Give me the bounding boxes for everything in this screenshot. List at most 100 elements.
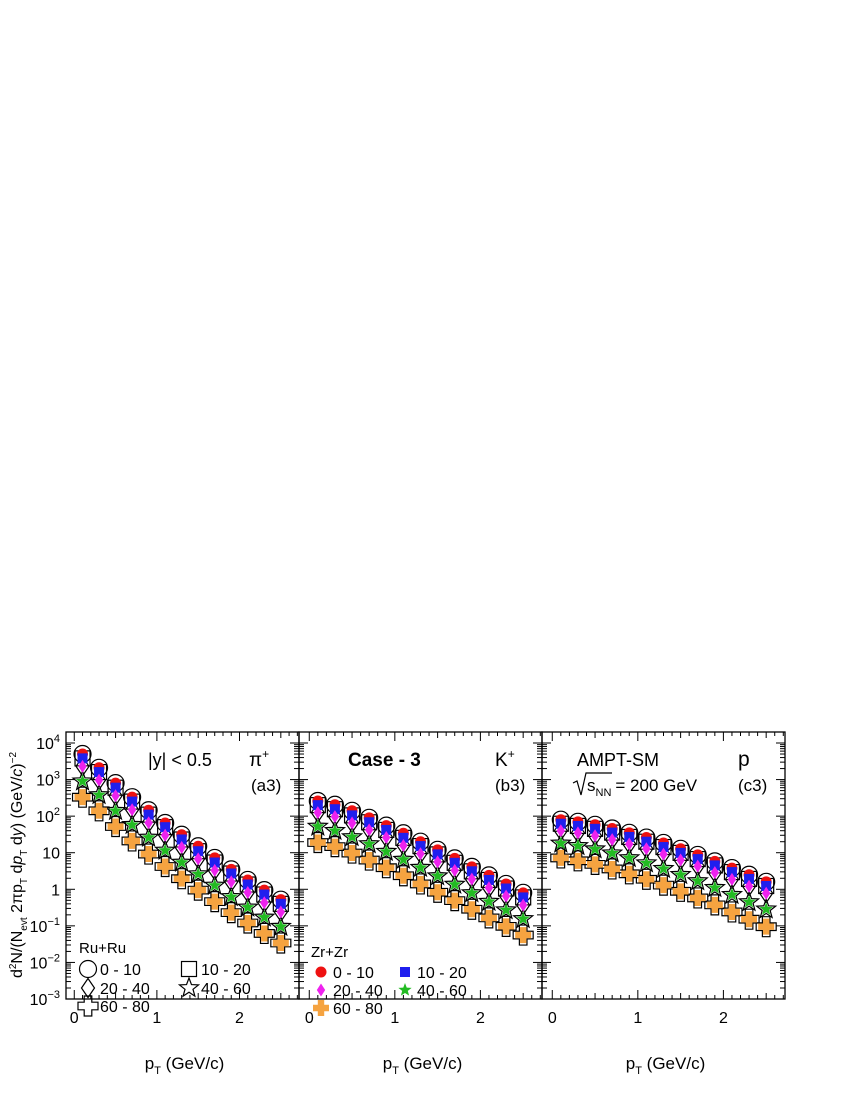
zr-marker-diamond — [676, 853, 685, 867]
zr-legend-square-icon — [400, 967, 410, 977]
energy-label: sNN = 200 GeV — [587, 776, 698, 799]
legend-label: 20 - 40 — [100, 981, 150, 998]
zr-marker-square — [347, 810, 358, 821]
x-tick-label: 1 — [633, 1010, 642, 1027]
x-axis-title: pT (GeV/c) — [383, 1054, 463, 1077]
zr-marker-diamond — [243, 885, 252, 899]
zr-marker-cross — [309, 834, 326, 851]
ru-marker-cross — [392, 865, 414, 887]
legend-label: 60 - 80 — [333, 1001, 383, 1018]
zr-marker-square — [415, 841, 426, 852]
zr-marker-star — [673, 867, 688, 881]
legend-label: 0 - 10 — [100, 962, 141, 979]
zr-marker-square — [364, 817, 375, 828]
zr-marker-square — [209, 857, 220, 868]
zr-marker-square — [761, 881, 772, 892]
ru-marker-cross — [307, 831, 329, 854]
y-tick-label: 104 — [36, 733, 60, 753]
zr-marker-square — [127, 796, 138, 807]
zr-marker-square — [483, 874, 494, 885]
zr-marker-diamond — [761, 886, 771, 900]
ru-legend-diamond-icon — [80, 977, 96, 999]
ru-marker-cross — [495, 915, 517, 937]
ru-marker-cross — [154, 855, 176, 878]
ru-marker-cross — [721, 901, 743, 923]
panel-tag: (a3) — [251, 776, 281, 795]
particle-label: π+ — [249, 747, 269, 771]
zr-marker-star — [639, 856, 654, 869]
legend-title: Ru+Ru — [79, 940, 126, 957]
ru-legend-star-icon — [177, 976, 201, 998]
zr-marker-diamond — [160, 828, 170, 842]
y-tick-label: 10−2 — [30, 952, 60, 972]
ru-marker-cross — [478, 907, 500, 929]
y-tick-label: 10 — [42, 846, 60, 863]
zr-marker-star — [759, 902, 773, 915]
zr-marker-square — [624, 831, 635, 842]
zr-marker-square — [744, 873, 755, 884]
zr-marker-star — [141, 830, 156, 844]
ru-marker-cross — [187, 879, 209, 901]
zr-marker-star — [499, 903, 513, 916]
y-tick-label: 103 — [36, 770, 60, 790]
zr-marker-square — [449, 857, 460, 868]
ru-marker-cross — [444, 890, 466, 912]
zr-marker-star — [571, 838, 585, 852]
zr-marker-square — [607, 827, 618, 838]
zr-marker-star — [311, 819, 325, 833]
zr-marker-star — [257, 910, 271, 924]
ru-marker-star — [358, 832, 381, 854]
zr-marker-diamond — [111, 789, 120, 803]
zr-marker-star — [108, 803, 123, 817]
zr-marker-star — [208, 878, 222, 892]
ru-marker-star — [720, 883, 744, 905]
ru-legend-cross-icon — [77, 995, 99, 1017]
zr-marker-cross — [758, 918, 775, 935]
zr-legend-circle-icon — [315, 966, 327, 978]
zr-marker-square — [77, 753, 88, 764]
zr-marker-square — [312, 800, 323, 811]
zr-marker-square — [143, 809, 154, 820]
zr-marker-diamond — [710, 866, 720, 880]
zr-marker-star — [92, 787, 106, 801]
ru-marker-star — [755, 897, 778, 919]
ru-marker-star — [323, 818, 347, 841]
zr-marker-square — [675, 847, 686, 858]
zr-marker-cross — [463, 901, 480, 918]
zr-marker-diamond — [364, 823, 374, 837]
y-tick-label: 1 — [51, 882, 60, 899]
zr-marker-square — [709, 860, 720, 871]
zr-marker-diamond — [450, 863, 459, 877]
y-axis-title: d2N/(Nevt 2πpT dpT dy) (GeV/c)−2 — [8, 752, 30, 979]
zr-marker-star — [465, 886, 479, 899]
zr-marker-cross — [429, 884, 446, 901]
ru-marker-cross — [121, 830, 143, 852]
zr-marker-diamond — [177, 840, 186, 854]
zr-marker-square — [641, 836, 652, 847]
zr-marker-diamond — [382, 831, 391, 845]
x-tick-label: 0 — [548, 1010, 557, 1027]
ru-marker-star — [253, 905, 276, 927]
zr-marker-diamond — [556, 824, 566, 838]
zr-marker-square — [398, 832, 409, 843]
sqrt-sign — [572, 772, 612, 796]
case-label: Case - 3 — [348, 750, 421, 771]
zr-marker-star — [588, 842, 602, 855]
x-tick-label: 2 — [719, 1010, 728, 1027]
model-label: AMPT-SM — [577, 750, 659, 770]
legend-label: 20 - 40 — [333, 983, 383, 1000]
zr-marker-cross — [689, 889, 706, 906]
ru-marker-cross — [71, 786, 94, 808]
zr-marker-star — [328, 823, 342, 837]
ru-marker-star — [652, 857, 675, 879]
zr-marker-square — [94, 767, 105, 778]
zr-marker-cross — [723, 903, 740, 920]
zr-marker-diamond — [416, 847, 425, 861]
panel-2-markers — [549, 810, 778, 938]
x-tick-label: 0 — [70, 1010, 79, 1027]
panel-0-markers — [71, 744, 292, 954]
zr-marker-diamond — [433, 855, 442, 869]
ru-marker-star — [601, 841, 624, 863]
ru-marker-cross — [253, 922, 275, 945]
